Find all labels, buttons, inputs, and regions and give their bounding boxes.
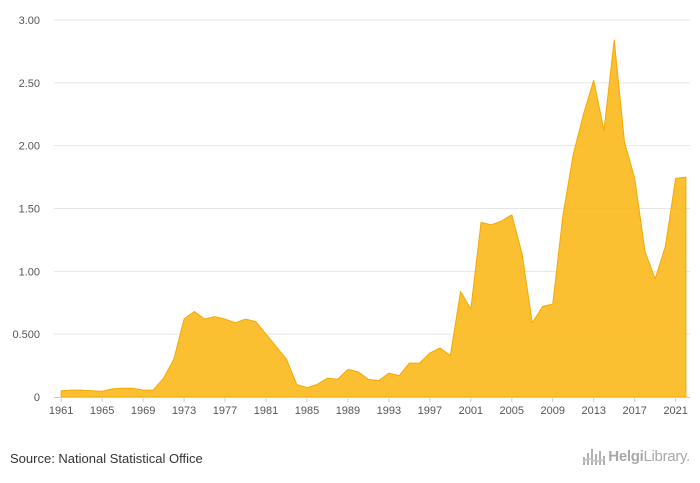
logo-brand: Helgi [608, 447, 644, 465]
x-tick-label: 1961 [49, 405, 73, 417]
y-tick-label: 2.00 [19, 141, 40, 153]
x-tick-label: 1981 [254, 405, 278, 417]
x-tick-label: 1993 [377, 405, 401, 417]
x-tick-label: 1997 [418, 405, 442, 417]
x-tick-label: 1985 [295, 405, 319, 417]
logo-suffix: Library. [643, 447, 690, 465]
y-tick-label: 1.00 [19, 266, 40, 278]
x-tick-label: 1965 [90, 405, 114, 417]
y-tick-label: 0 [34, 392, 40, 404]
source-note: Source: National Statistical Office [10, 451, 203, 466]
x-tick-label: 2013 [581, 405, 605, 417]
y-axis-ticks: 0 0.500 1.00 1.50 2.00 2.50 3.00 [12, 15, 40, 404]
x-axis-ticks: 1961 1965 1969 1973 1977 1981 1985 1989 1993 1997… [49, 397, 688, 417]
area-series [60, 39, 687, 398]
x-tick-label: 2021 [663, 405, 687, 417]
y-tick-label: 1.50 [19, 204, 40, 216]
x-tick-label: 1977 [213, 405, 237, 417]
chart-footer: Source: National Statistical Office Helg… [0, 440, 700, 483]
y-tick-label: 0.500 [12, 329, 40, 341]
x-tick-label: 1969 [131, 405, 155, 417]
logo-wordmark: HelgiLibrary. [608, 448, 690, 465]
x-tick-label: 1989 [336, 405, 360, 417]
x-tick-label: 1973 [172, 405, 196, 417]
x-tick-label: 2005 [500, 405, 524, 417]
y-tick-label: 3.00 [19, 15, 40, 27]
x-tick-label: 2009 [541, 405, 565, 417]
x-tick-label: 2017 [622, 405, 646, 417]
y-tick-label: 2.50 [19, 78, 40, 90]
helgi-library-logo: HelgiLibrary. [582, 445, 690, 467]
x-tick-label: 2001 [459, 405, 483, 417]
bar-chart-logo-icon [582, 449, 606, 465]
